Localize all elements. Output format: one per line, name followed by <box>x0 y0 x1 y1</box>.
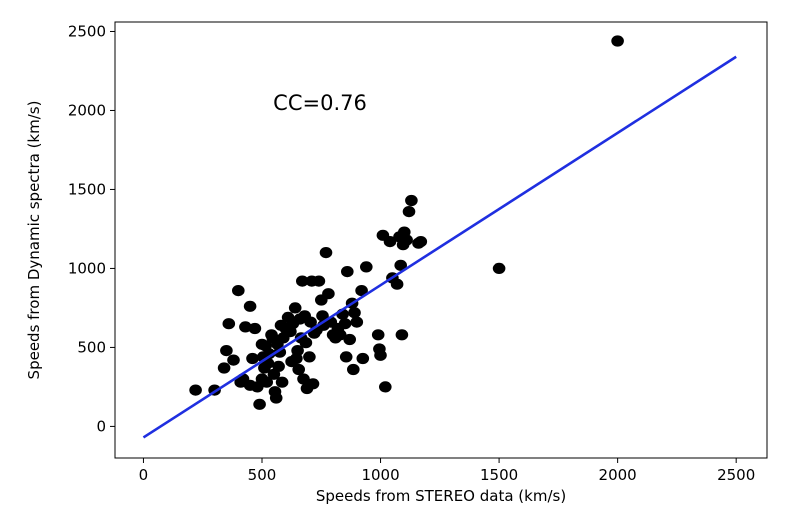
data-point <box>292 363 306 376</box>
data-point <box>348 307 361 319</box>
data-point <box>220 345 233 357</box>
y-tick-label: 2000 <box>68 101 106 119</box>
data-point <box>333 329 347 341</box>
x-tick-label: 500 <box>248 466 277 484</box>
y-tick-label: 1000 <box>68 259 106 277</box>
x-tick-label: 2500 <box>717 466 755 484</box>
x-tick-label: 0 <box>139 466 149 484</box>
data-point <box>394 259 408 271</box>
y-tick-label: 0 <box>96 417 106 435</box>
data-point <box>297 373 310 385</box>
data-point <box>350 316 364 328</box>
y-axis-label: Speeds from Dynamic spectra (km/s) <box>25 101 43 380</box>
data-point <box>341 266 354 278</box>
x-tick-label: 1000 <box>361 466 399 484</box>
y-tick-label: 2500 <box>68 22 106 40</box>
y-tick-label: 500 <box>77 338 106 356</box>
data-point <box>243 300 257 312</box>
data-point <box>356 352 370 365</box>
data-point <box>414 236 428 248</box>
data-point <box>322 288 335 300</box>
data-point <box>246 352 259 365</box>
data-point <box>299 337 313 349</box>
data-point <box>291 345 304 357</box>
data-point <box>316 310 329 322</box>
data-point <box>227 354 240 366</box>
data-point <box>239 321 252 333</box>
data-point <box>217 362 231 374</box>
data-point <box>338 318 352 330</box>
data-point <box>222 318 236 330</box>
data-point <box>343 333 357 346</box>
data-point <box>288 302 302 314</box>
data-point <box>355 285 368 297</box>
data-point <box>232 285 245 297</box>
plot-frame <box>114 21 768 459</box>
data-point <box>395 329 409 341</box>
data-point <box>379 381 392 393</box>
data-point <box>248 322 262 335</box>
data-point <box>269 392 283 404</box>
data-point <box>347 363 360 376</box>
x-tick-label: 1500 <box>480 466 518 484</box>
data-point <box>312 275 326 287</box>
fit-line <box>142 55 737 439</box>
data-point <box>272 360 285 372</box>
y-tick-label: 1500 <box>68 180 106 198</box>
data-point <box>304 316 317 328</box>
data-point <box>253 398 266 410</box>
data-point <box>275 376 289 388</box>
data-point <box>390 278 404 290</box>
data-point <box>260 376 274 388</box>
x-axis-label: Speeds from STEREO data (km/s) <box>316 487 566 505</box>
data-point <box>371 329 385 341</box>
data-point <box>383 236 397 248</box>
data-point <box>303 351 316 363</box>
data-point <box>360 261 373 273</box>
x-tick-label: 2000 <box>599 466 637 484</box>
data-point <box>189 384 202 396</box>
points-layer <box>189 35 624 410</box>
data-point <box>492 262 506 274</box>
data-point <box>319 247 333 259</box>
data-point <box>400 234 413 246</box>
data-point <box>611 35 624 47</box>
data-point <box>262 348 276 360</box>
data-point <box>405 194 418 207</box>
data-point <box>306 378 320 390</box>
ticks-layer: 0 500 1000 1500 2000 2500 0 500 1000 1500 2000 2500 <box>68 22 755 484</box>
data-point <box>339 351 353 363</box>
data-point <box>402 206 416 218</box>
data-point <box>374 349 387 361</box>
annotation-cc: CC=0.76 <box>273 91 367 115</box>
data-point <box>296 275 309 287</box>
